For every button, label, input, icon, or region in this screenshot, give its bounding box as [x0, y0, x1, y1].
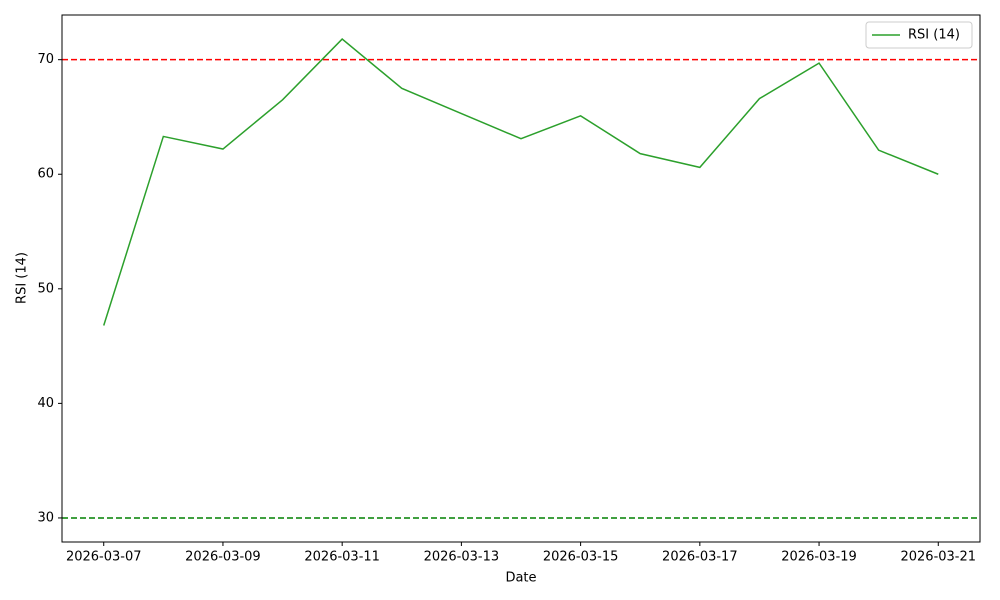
x-tick-label: 2026-03-21 — [900, 550, 976, 565]
legend-box — [865, 21, 973, 49]
y-axis-label: RSI (14) — [15, 252, 30, 304]
y-tick-label: 40 — [37, 396, 54, 411]
x-tick-label: 2026-03-07 — [66, 550, 142, 565]
legend-label: RSI (14) — [908, 28, 960, 43]
x-axis-label: Date — [505, 571, 536, 586]
x-tick-label: 2026-03-19 — [781, 550, 857, 565]
data-line — [103, 38, 939, 326]
y-tick-label: 70 — [37, 52, 54, 67]
plot-frame — [61, 14, 981, 543]
x-tick-label: 2026-03-15 — [543, 550, 619, 565]
y-tick-label: 30 — [37, 510, 54, 525]
x-tick-label: 2026-03-13 — [424, 550, 500, 565]
x-tick-label: 2026-03-17 — [662, 550, 738, 565]
y-tick-label: 50 — [37, 281, 54, 296]
x-tick-label: 2026-03-09 — [185, 550, 261, 565]
y-tick-label: 60 — [37, 167, 54, 182]
x-tick-label: 2026-03-11 — [304, 550, 380, 565]
